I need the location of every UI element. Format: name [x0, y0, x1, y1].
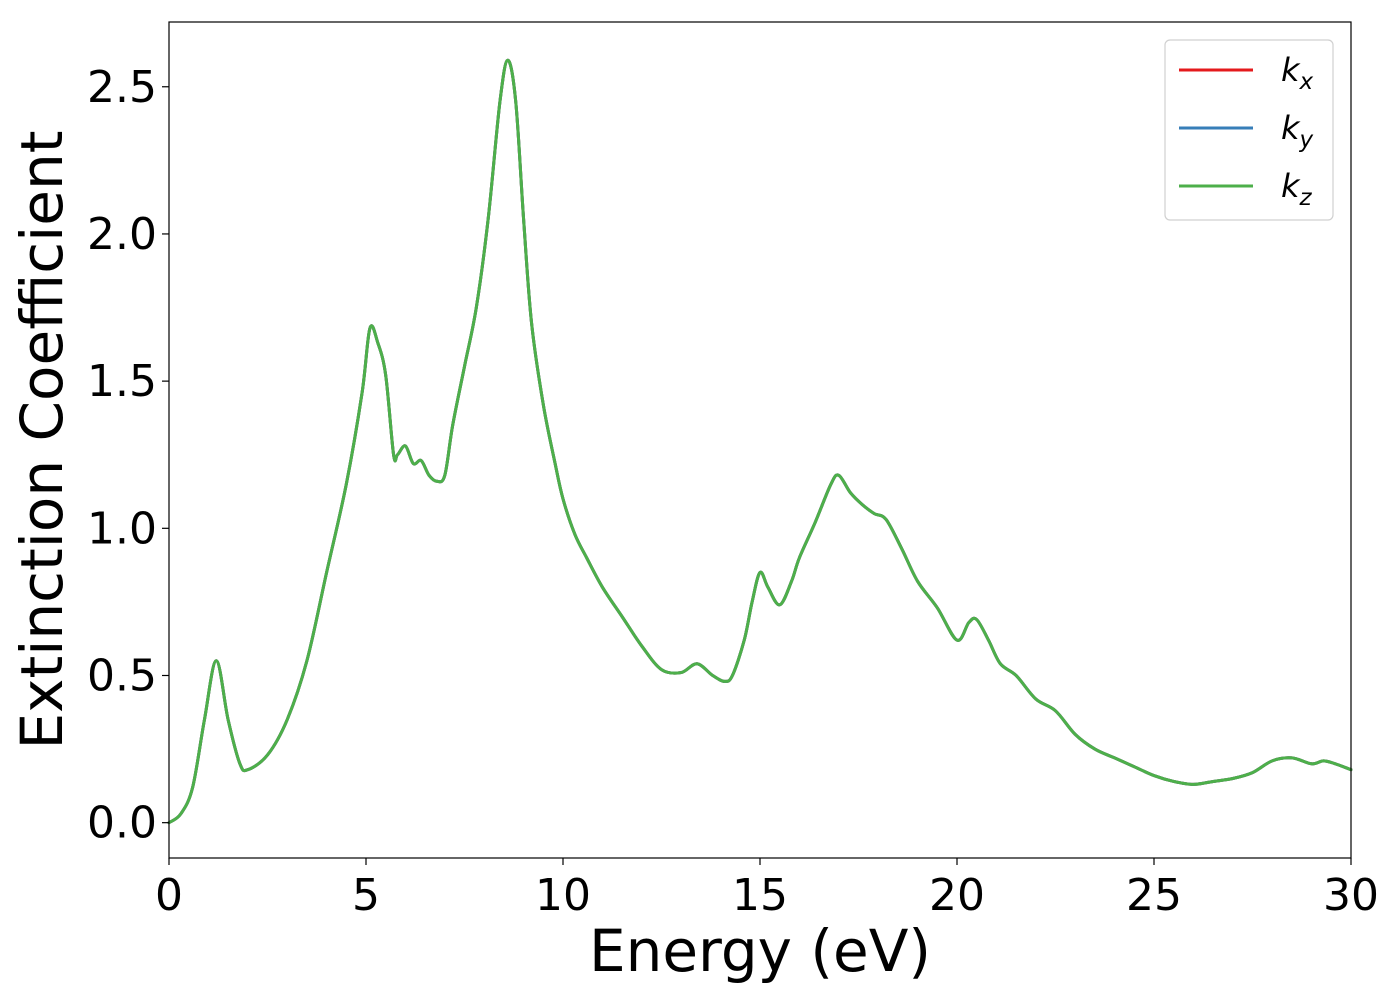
x-tick-label: 20	[929, 870, 985, 921]
x-tick-label: 25	[1126, 870, 1182, 921]
ticks-layer: 0 5 10 15 20 25 30 0.0 0.5 1.0 1.5 2.0 2.5	[87, 62, 1379, 921]
legend-box	[1164, 39, 1334, 221]
x-tick-label: 0	[155, 870, 183, 921]
y-tick-label: 0.0	[87, 798, 157, 849]
y-tick-label: 2.5	[87, 62, 157, 113]
y-axis-label: Extinction Coefficient	[8, 131, 76, 750]
y-tick-label: 2.0	[87, 209, 157, 260]
x-tick-label: 5	[352, 870, 380, 921]
x-tick-label: 15	[732, 870, 788, 921]
y-tick-label: 0.5	[87, 650, 157, 701]
series-line-k-z	[167, 58, 1353, 825]
x-tick-label: 10	[535, 870, 591, 921]
x-axis-label: Energy (eV)	[589, 917, 931, 985]
y-tick-label: 1.5	[87, 356, 157, 407]
x-tick-label: 30	[1323, 870, 1379, 921]
y-tick-label: 1.0	[87, 503, 157, 554]
series-layer	[167, 58, 1353, 825]
